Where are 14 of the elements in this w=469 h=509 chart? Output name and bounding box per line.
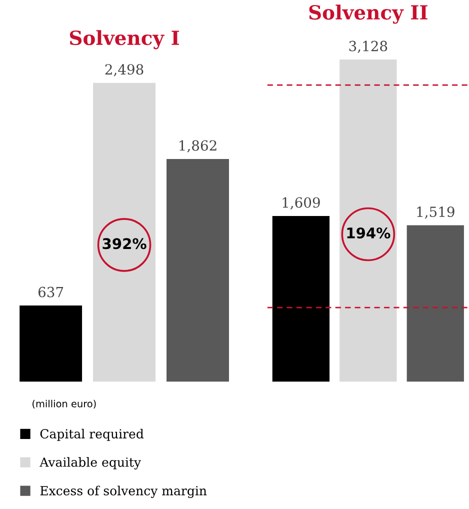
annotation: 194%	[347, 227, 390, 238]
legend-label: Capital required	[40, 428, 144, 441]
chart-title: Solvency II	[309, 4, 428, 24]
legend-label: Excess of solvency margin	[40, 486, 207, 498]
legend-label: Available equity	[40, 457, 142, 470]
data-label: 3,128	[349, 40, 388, 53]
annotation: 392%	[102, 238, 146, 250]
data-label: 1,609	[282, 197, 320, 210]
chart-title: Solvency I	[70, 30, 179, 50]
data-label: 2,498	[105, 64, 144, 76]
data-label: 637	[38, 286, 64, 298]
data-label: 1,519	[417, 206, 454, 219]
data-label: 1,862	[180, 140, 216, 152]
text: (million euro)	[32, 400, 96, 409]
